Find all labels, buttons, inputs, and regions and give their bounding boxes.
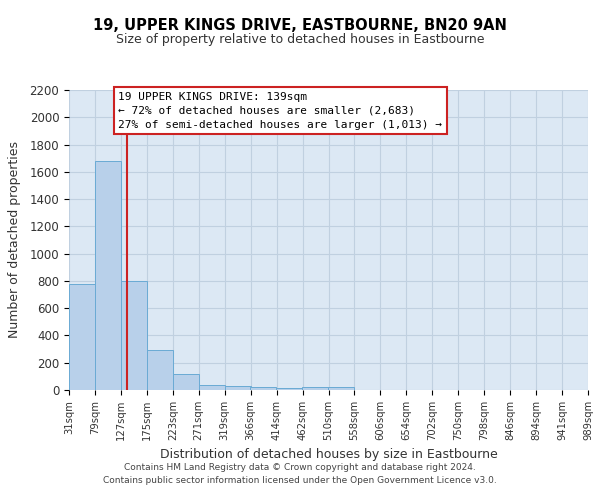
Bar [95,161,121,390]
X-axis label: Distribution of detached houses by size in Eastbourne: Distribution of detached houses by size … [160,448,497,462]
Bar [224,386,251,390]
Bar [121,281,147,390]
Text: 19 UPPER KINGS DRIVE: 139sqm
← 72% of detached houses are smaller (2,683)
27% of: 19 UPPER KINGS DRIVE: 139sqm ← 72% of de… [118,92,442,130]
Bar [276,388,302,390]
Text: Contains public sector information licensed under the Open Government Licence v3: Contains public sector information licen… [103,476,497,485]
Bar [199,384,224,390]
Text: 19, UPPER KINGS DRIVE, EASTBOURNE, BN20 9AN: 19, UPPER KINGS DRIVE, EASTBOURNE, BN20 … [93,18,507,32]
Text: Contains HM Land Registry data © Crown copyright and database right 2024.: Contains HM Land Registry data © Crown c… [124,464,476,472]
Y-axis label: Number of detached properties: Number of detached properties [8,142,21,338]
Bar [302,386,328,390]
Bar [173,374,199,390]
Bar [147,350,173,390]
Text: Size of property relative to detached houses in Eastbourne: Size of property relative to detached ho… [116,32,484,46]
Bar [328,388,354,390]
Bar [250,388,276,390]
Bar [69,284,95,390]
